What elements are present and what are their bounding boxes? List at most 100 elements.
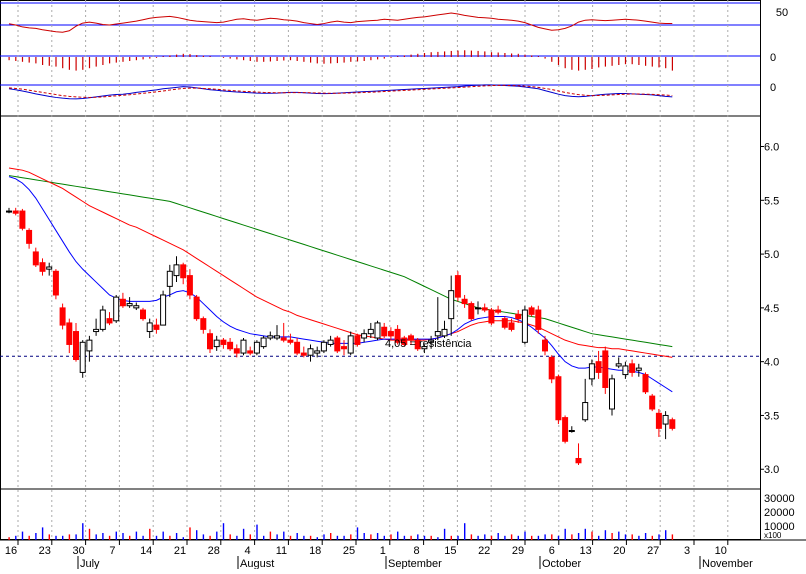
candle-body bbox=[609, 378, 615, 410]
histogram-bar bbox=[390, 57, 392, 58]
price-tick: 5.0 bbox=[764, 249, 779, 261]
candle-body bbox=[421, 346, 428, 350]
macd-signal-line bbox=[8, 84, 673, 98]
day-label: 11 bbox=[276, 545, 287, 557]
histogram-bar bbox=[149, 57, 151, 59]
volume-bar bbox=[296, 533, 298, 540]
day-label: 22 bbox=[478, 545, 490, 557]
candle-body bbox=[501, 318, 508, 328]
volume-bar bbox=[665, 530, 667, 540]
candle-body bbox=[307, 348, 314, 356]
day-label: 21 bbox=[174, 545, 186, 557]
candle-body bbox=[595, 361, 602, 373]
volume-bar bbox=[330, 533, 332, 540]
histogram-bar bbox=[330, 57, 332, 64]
candle-body bbox=[434, 331, 441, 337]
volume-bar bbox=[122, 533, 124, 540]
volume-bar bbox=[182, 537, 184, 540]
volume-bar bbox=[88, 528, 91, 540]
day-label: 14 bbox=[140, 545, 152, 557]
volume-bar bbox=[256, 524, 258, 540]
histogram-bar bbox=[383, 57, 385, 59]
histogram-bar bbox=[82, 57, 84, 70]
histogram-bar bbox=[350, 57, 352, 62]
day-label: 1 bbox=[380, 545, 386, 557]
candle-body bbox=[535, 309, 542, 330]
volume-bar bbox=[430, 535, 432, 540]
day-label: 18 bbox=[309, 545, 321, 557]
candle-body bbox=[394, 328, 401, 343]
grid-lines bbox=[17, 0, 729, 540]
histogram-bar bbox=[665, 57, 667, 69]
volume-bar bbox=[531, 535, 533, 540]
histogram-bar bbox=[102, 57, 104, 65]
volume-bar bbox=[289, 535, 292, 540]
histogram-bar bbox=[437, 51, 439, 57]
candle-body bbox=[635, 367, 642, 371]
volume-bar bbox=[41, 527, 44, 540]
candle-body bbox=[334, 337, 341, 352]
candle-body bbox=[575, 457, 582, 464]
histogram-bar bbox=[604, 57, 606, 67]
month-label: July bbox=[80, 558, 100, 569]
volume-bar bbox=[222, 523, 225, 540]
volume-bar bbox=[598, 535, 600, 540]
histogram-bar bbox=[8, 57, 10, 61]
price-tick: 5.5 bbox=[764, 195, 779, 207]
volume-bar bbox=[417, 534, 419, 540]
histogram-bar bbox=[551, 57, 553, 62]
macd-tick: 0 bbox=[770, 82, 776, 94]
candle-body bbox=[19, 210, 26, 229]
histogram-bar bbox=[109, 57, 111, 64]
candle-body bbox=[106, 318, 113, 324]
candle-body bbox=[146, 322, 153, 333]
histogram-bar bbox=[122, 57, 124, 62]
candle-body bbox=[213, 339, 220, 348]
histogram-bar bbox=[598, 57, 600, 68]
day-label: 29 bbox=[512, 545, 524, 557]
histogram-bar bbox=[162, 56, 164, 57]
histogram-bar bbox=[511, 53, 513, 57]
volume-bar bbox=[497, 533, 499, 540]
volume-bar bbox=[316, 537, 318, 540]
price-tick: 4.5 bbox=[764, 303, 779, 315]
histogram-bar bbox=[263, 57, 265, 62]
candle-body bbox=[6, 210, 12, 213]
histogram-bar bbox=[269, 57, 271, 62]
candle-body bbox=[300, 352, 307, 356]
candle-body bbox=[93, 328, 100, 333]
volume-bar bbox=[571, 534, 573, 540]
volume-bar bbox=[537, 535, 540, 540]
volume-bar bbox=[524, 531, 526, 540]
volume-bar bbox=[336, 535, 339, 540]
volume-bar bbox=[403, 535, 406, 540]
candle-body bbox=[99, 309, 106, 330]
candle-body bbox=[548, 356, 555, 380]
volume-bar bbox=[82, 523, 84, 540]
day-label: 20 bbox=[613, 545, 625, 557]
histogram-bar bbox=[377, 57, 379, 60]
volume-bar bbox=[551, 534, 553, 540]
price-tick: 3.5 bbox=[764, 410, 779, 422]
candle-body bbox=[582, 402, 589, 421]
price-tick: 6.0 bbox=[764, 142, 779, 154]
candle-body bbox=[73, 331, 79, 361]
candle-body bbox=[521, 309, 528, 343]
candle-body bbox=[133, 305, 140, 309]
candle-body bbox=[555, 376, 562, 421]
month-label: September bbox=[388, 558, 442, 569]
volume-bar bbox=[376, 533, 379, 540]
volume-bar bbox=[356, 527, 359, 540]
volume-bar bbox=[470, 534, 473, 540]
volume-bar bbox=[15, 535, 17, 540]
histogram-bar bbox=[88, 57, 91, 69]
histogram-bar bbox=[289, 57, 292, 61]
volume-bar bbox=[175, 533, 178, 540]
candle-body bbox=[615, 363, 622, 367]
candle-body bbox=[367, 328, 374, 335]
volume-bar bbox=[236, 535, 238, 540]
volume-bar bbox=[651, 535, 653, 540]
volume-bar bbox=[21, 531, 24, 540]
histogram-bar bbox=[410, 54, 412, 57]
volume-bar bbox=[115, 531, 117, 540]
